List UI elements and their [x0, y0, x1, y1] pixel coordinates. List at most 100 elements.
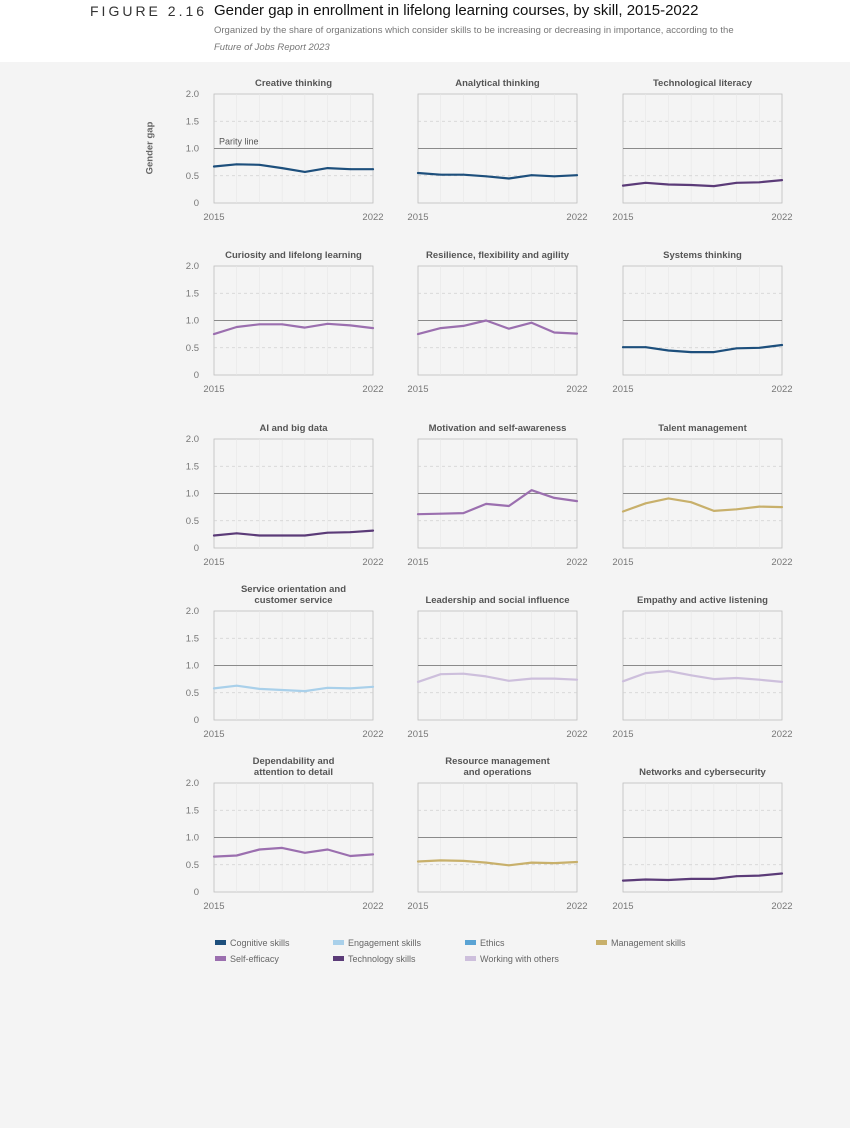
data-point: [372, 168, 374, 171]
data-point: [462, 325, 465, 327]
legend-label: Self-efficacy: [230, 954, 279, 964]
x-tick-label: 2022: [362, 729, 383, 740]
legend-item-self-efficacy: Self-efficacy: [215, 954, 279, 964]
data-point: [372, 529, 374, 532]
series-line-talent-management: [621, 497, 784, 513]
legend-swatch: [215, 940, 226, 946]
x-tick-label: 2022: [566, 212, 587, 223]
data-point: [372, 327, 374, 330]
chart-title: customer service: [254, 595, 332, 606]
data-point: [735, 677, 738, 679]
y-tick-label: 2.0: [186, 778, 199, 789]
legend-item-management-skills: Management skills: [596, 938, 686, 948]
x-tick-label: 2015: [612, 901, 633, 912]
subtitle-line-1: Organized by the share of organizations …: [214, 25, 734, 36]
data-point: [485, 861, 488, 864]
legend-swatch: [596, 940, 607, 946]
x-tick-label: 2022: [771, 384, 792, 395]
data-point: [758, 505, 761, 508]
data-point: [576, 174, 578, 177]
y-tick-label: 0.5: [186, 860, 199, 871]
data-point: [326, 167, 329, 170]
data-point: [303, 326, 306, 329]
legend-label: Working with others: [480, 954, 559, 964]
y-tick-label: 0.5: [186, 688, 199, 699]
data-point: [667, 670, 670, 672]
data-point: [735, 347, 738, 350]
legend-item-ethics: Ethics: [465, 938, 505, 948]
x-tick-label: 2015: [407, 212, 428, 223]
data-point: [530, 861, 533, 864]
series-line-systems-thinking: [621, 343, 784, 354]
series-line-analytical-thinking: [416, 171, 579, 180]
legend-label: Technology skills: [348, 954, 416, 964]
data-point: [462, 512, 465, 515]
data-point: [213, 855, 215, 858]
y-tick-label: 1.5: [186, 288, 199, 299]
data-point: [712, 678, 715, 681]
chart-title: and operations: [463, 767, 531, 778]
x-tick-label: 2022: [566, 729, 587, 740]
data-point: [213, 534, 215, 537]
legend-label: Management skills: [611, 938, 686, 948]
y-tick-label: 2.0: [186, 606, 199, 617]
data-point: [507, 864, 510, 867]
legend-item-cognitive-skills: Cognitive skills: [215, 938, 290, 948]
data-point: [690, 674, 693, 677]
x-tick-label: 2015: [612, 384, 633, 395]
data-point: [758, 874, 761, 877]
figure-title: Gender gap in enrollment in lifelong lea…: [214, 2, 699, 19]
data-point: [781, 506, 783, 509]
series-line-dependability-and-attention-to-detail: [212, 846, 375, 858]
chart-title: Leadership and social influence: [425, 595, 569, 606]
chart-title: Empathy and active listening: [637, 595, 768, 606]
chart-title: Technological literacy: [653, 78, 753, 89]
data-point: [258, 163, 261, 166]
chart-title: AI and big data: [259, 423, 328, 434]
data-point: [507, 327, 510, 330]
y-tick-label: 0: [194, 543, 199, 554]
x-tick-label: 2022: [771, 557, 792, 568]
data-point: [258, 848, 261, 851]
legend-swatch: [333, 956, 344, 962]
data-point: [326, 531, 329, 534]
data-point: [417, 513, 419, 516]
data-point: [712, 351, 715, 354]
data-point: [667, 879, 670, 881]
data-point: [349, 531, 352, 534]
y-tick-label: 1.5: [186, 633, 199, 644]
data-point: [235, 163, 238, 166]
figure-number: FIGURE 2.16: [90, 3, 208, 19]
series-line-networks-and-cybersecurity: [621, 872, 784, 882]
figure-subtitle: Organized by the share of organizations …: [214, 22, 814, 56]
data-point: [781, 344, 783, 346]
chart-leadership-and-social-influence: 2015 2022 Leadership and social influence: [407, 595, 587, 740]
chart-talent-management: 2015 2022 Talent management: [612, 423, 792, 568]
data-point: [235, 854, 238, 857]
y-tick-label: 2.0: [186, 89, 199, 100]
x-tick-label: 2015: [612, 729, 633, 740]
chart-title: Dependability and: [253, 756, 335, 767]
y-tick-label: 1.0: [186, 833, 199, 844]
data-point: [507, 679, 510, 682]
chart-systems-thinking: 2015 2022 Systems thinking: [612, 250, 792, 395]
series-line-curiosity-and-lifelong-learning: [212, 322, 375, 336]
data-point: [485, 319, 488, 322]
data-point: [735, 508, 738, 511]
chart-curiosity-and-lifelong-learning: 0 0.5 1.0 1.5 2.0 2015 2022 Curiosity and lifel…: [186, 250, 384, 395]
x-tick-label: 2022: [771, 901, 792, 912]
y-tick-label: 1.0: [186, 489, 199, 500]
data-point: [553, 331, 556, 334]
data-point: [462, 672, 465, 675]
legend-swatch: [215, 956, 226, 962]
data-point: [235, 684, 238, 687]
data-point: [553, 862, 556, 865]
chart-technological-literacy: 2015 2022 Technological literacy: [612, 78, 792, 223]
x-tick-label: 2015: [407, 557, 428, 568]
y-tick-label: 1.0: [186, 316, 199, 327]
data-point: [439, 173, 442, 176]
data-point: [507, 177, 510, 180]
chart-title: Creative thinking: [255, 78, 332, 89]
